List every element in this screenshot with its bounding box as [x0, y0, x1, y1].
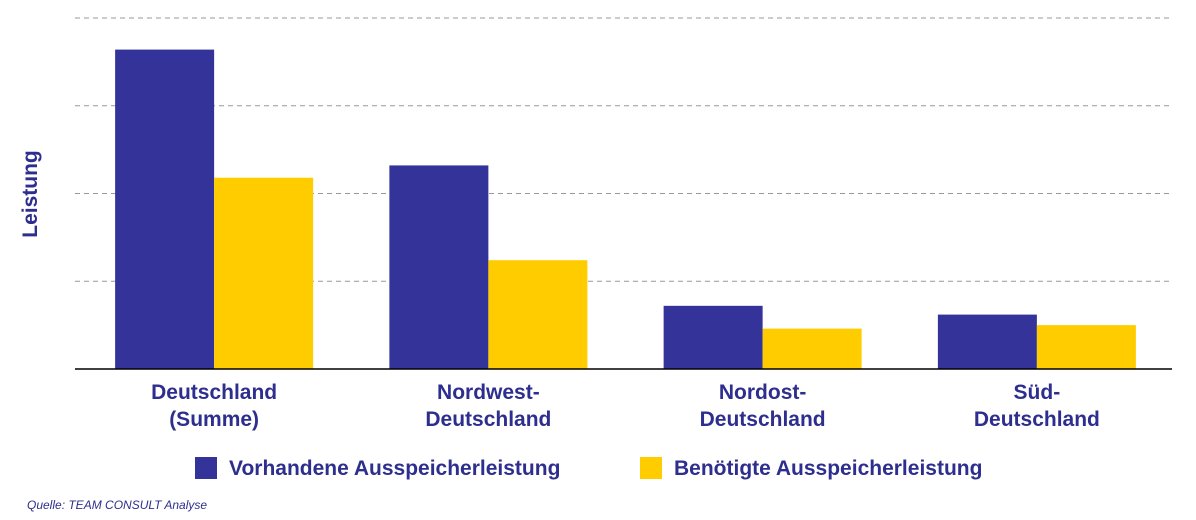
bar-vorhandene-1 — [389, 165, 489, 369]
legend-swatch — [195, 457, 217, 479]
bar-vorhandene-0 — [115, 49, 215, 370]
category-label: Süd-Deutschland — [974, 381, 1100, 431]
legend-label: Vorhandene Ausspeicherleistung — [229, 457, 560, 480]
bar-vorhandene-2 — [663, 305, 763, 369]
bar-vorhandene-3 — [937, 314, 1037, 369]
legend-swatch — [640, 457, 662, 479]
source-note: Quelle: TEAM CONSULT Analyse — [27, 498, 207, 512]
legend-label: Benötigte Ausspeicherleistung — [674, 457, 982, 480]
bar-benoetigte-0 — [214, 177, 314, 369]
category-label: Nordost-Deutschland — [700, 381, 826, 431]
bar-benoetigte-2 — [762, 328, 862, 369]
legend: Vorhandene Ausspeicherleistung Benötigte … — [195, 457, 982, 480]
y-axis-label: Leistung — [19, 150, 42, 238]
bar-benoetigte-3 — [1036, 325, 1136, 369]
bars — [115, 49, 1136, 370]
category-labels: Deutschland (Summe) Nordwest-Deutschland No… — [151, 381, 1100, 431]
category-label: Nordwest-Deutschland — [425, 381, 551, 431]
category-label: Deutschland (Summe) — [151, 381, 277, 431]
bar-benoetigte-1 — [488, 260, 588, 369]
